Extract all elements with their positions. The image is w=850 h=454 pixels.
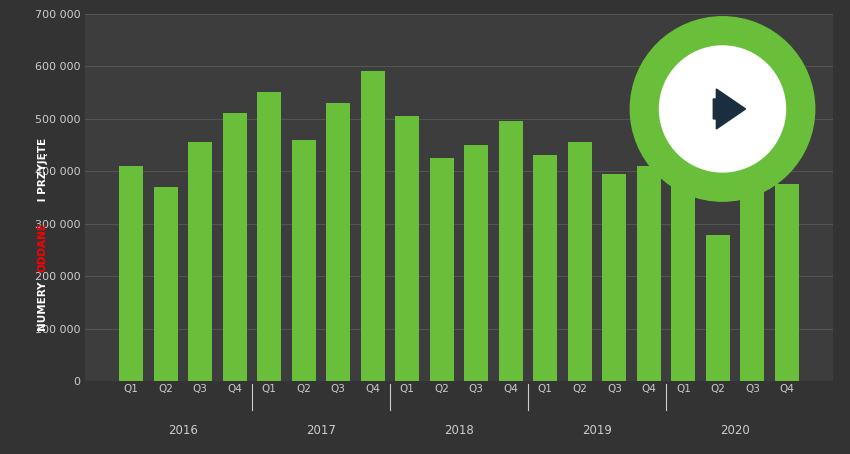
Legend: Liczba przeniesionych numerów komórkowych w kwartale: Liczba przeniesionych numerów komórkowyc… xyxy=(218,450,581,454)
Bar xyxy=(637,166,661,381)
Bar xyxy=(257,93,281,381)
Bar xyxy=(360,71,385,381)
Bar xyxy=(568,142,592,381)
Text: 2016: 2016 xyxy=(168,424,198,438)
Text: 2018: 2018 xyxy=(445,424,474,438)
Bar xyxy=(326,103,350,381)
Bar xyxy=(740,186,764,381)
Bar xyxy=(533,155,558,381)
Bar xyxy=(188,142,212,381)
Bar xyxy=(292,140,315,381)
Bar xyxy=(603,174,626,381)
Text: 2020: 2020 xyxy=(720,424,750,438)
FancyArrow shape xyxy=(713,89,745,129)
Bar xyxy=(499,121,523,381)
Bar xyxy=(395,116,419,381)
Bar xyxy=(464,145,489,381)
Text: I PRZYJĘTE: I PRZYJĘTE xyxy=(37,138,48,205)
Bar xyxy=(223,114,246,381)
Text: 2019: 2019 xyxy=(582,424,612,438)
Text: ODDANE: ODDANE xyxy=(37,222,48,272)
Bar xyxy=(119,166,143,381)
Text: NUMERY: NUMERY xyxy=(37,278,48,331)
Bar xyxy=(775,184,799,381)
Circle shape xyxy=(631,17,814,201)
Text: 2017: 2017 xyxy=(306,424,336,438)
Bar xyxy=(154,187,178,381)
Circle shape xyxy=(660,46,785,172)
Bar xyxy=(672,184,695,381)
Bar xyxy=(429,158,454,381)
Bar xyxy=(706,235,730,381)
